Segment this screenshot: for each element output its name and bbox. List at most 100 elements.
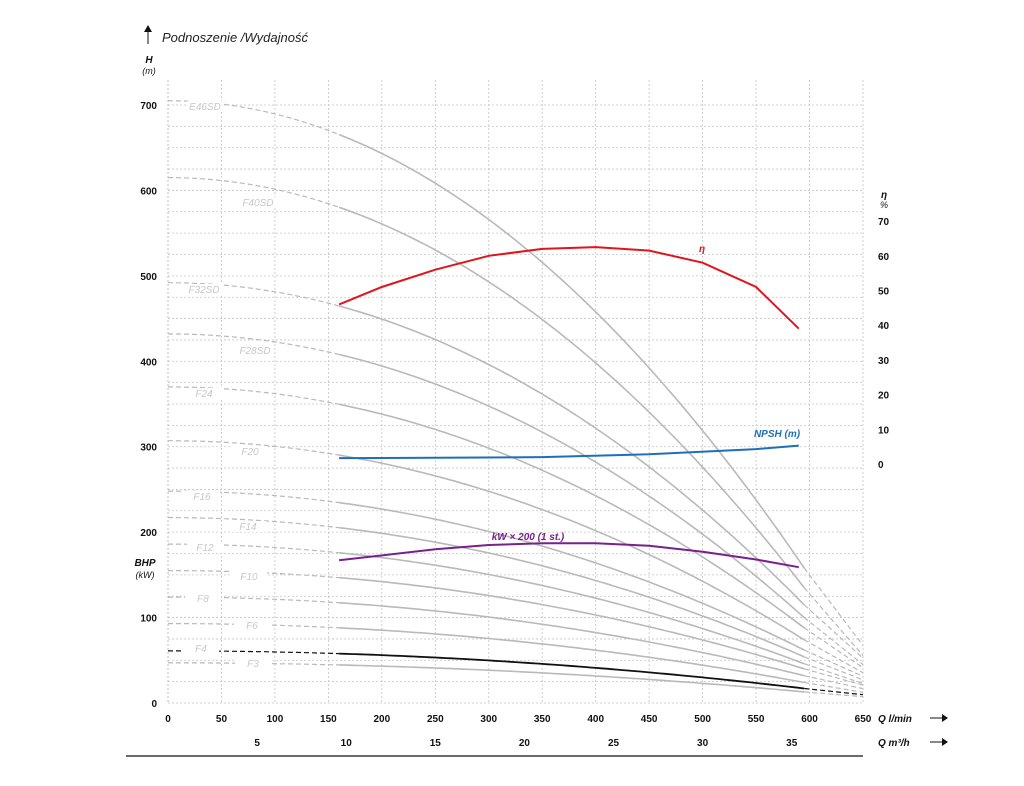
pump-curve-dashed-end [803, 587, 864, 656]
y-tick-label: 0 [151, 699, 157, 710]
pump-curve-label-bg [240, 197, 276, 208]
eta-tick-label: 50 [878, 287, 890, 298]
pump-curve-dashed-end [803, 656, 864, 681]
pump-curve-operating [338, 305, 805, 606]
pump-curve-label-bg [231, 571, 267, 582]
x-tick-label: 200 [374, 714, 391, 725]
x2-tick-label: 25 [608, 738, 620, 749]
pump-curve-operating [339, 627, 805, 684]
pump-curve-dashed-end [804, 691, 864, 698]
pump-curve-operating [338, 501, 805, 651]
x2-tick-label: 20 [519, 738, 531, 749]
characteristic-series: η NPSH (m) kW × 200 (1 st.) [338, 244, 801, 569]
pump-curve-operating [339, 652, 805, 690]
pump-curve-label: F3 [247, 659, 259, 670]
pump-curve-label: F6 [246, 621, 258, 632]
pump-curve-dashed-end [804, 663, 864, 685]
pump-curve-label-bg [232, 446, 268, 457]
y-tick-label: 400 [140, 357, 157, 368]
pump-curve-dashed-end [803, 627, 864, 669]
chart-title: Podnoszenie /Wydajność [162, 30, 308, 45]
y-tick-label: 100 [140, 614, 157, 625]
x-tick-label: 500 [694, 714, 711, 725]
power-curve [338, 542, 799, 569]
pump-curve-label-bg [234, 620, 270, 631]
y-axis-unit: (m) [142, 66, 156, 76]
pump-curve-dashed-start [168, 177, 340, 208]
y-tick-label: 500 [140, 272, 157, 283]
pump-curve-operating [338, 133, 805, 569]
x-tick-label: 100 [267, 714, 284, 725]
x2-axis-arrowhead-icon [942, 738, 948, 746]
eta-tick-label: 30 [878, 356, 890, 367]
y-tick-label: 200 [140, 528, 157, 539]
x-tick-label: 150 [320, 714, 337, 725]
eta-tick-label: 60 [878, 252, 890, 263]
pump-curve-dashed-start [167, 662, 340, 666]
pump-curve-dashed-start [168, 440, 340, 456]
x-axis-arrowhead-icon [942, 714, 948, 722]
pump-curve-dashed-end [804, 681, 864, 693]
pump-curve-dashed-end [804, 668, 864, 686]
x-tick-label: 600 [801, 714, 818, 725]
x-tick-label: 450 [641, 714, 658, 725]
x2-tick-label: 30 [697, 738, 709, 749]
pump-curve-operating [338, 403, 805, 629]
y-tick-label: 300 [140, 443, 157, 454]
x-tick-label: 650 [855, 714, 872, 725]
x2-tick-label: 10 [341, 738, 353, 749]
efficiency-label: η [699, 244, 705, 255]
eta-tick-label: 10 [878, 425, 890, 436]
pump-curve-operating [339, 602, 805, 677]
pump-curve-label-bg [183, 643, 219, 654]
pump-curve-label-bg [186, 388, 222, 399]
pump-curve-label: E46SD [189, 102, 221, 113]
pump-curve-label-bg [237, 345, 273, 356]
x2-tick-label: 15 [430, 738, 442, 749]
pump-curve-dashed-end [804, 687, 864, 696]
pump-curve-label: F10 [240, 572, 258, 583]
pump-curve-label-bg [185, 593, 221, 604]
pump-curve-dashed-end [803, 604, 864, 659]
pump-curve-label-bg [186, 284, 222, 295]
pump-curve-dashed-end [803, 649, 864, 677]
pump-curve-dashed-start [168, 623, 340, 629]
pump-curve-operating [339, 552, 805, 665]
pump-curve-label: F12 [196, 543, 214, 554]
pump-curve-dashed-start [168, 570, 340, 579]
pump-curve-operating [339, 526, 805, 658]
y-tick-label: 600 [140, 186, 157, 197]
y-axis-label: H [145, 55, 153, 66]
pump-curve-label: F16 [193, 492, 211, 503]
pump-curve-label: F28SD [239, 346, 270, 357]
pump-curve-label: F40SD [242, 198, 273, 209]
grid [167, 80, 864, 704]
x-tick-label: 350 [534, 714, 551, 725]
pump-curve-label: F8 [197, 594, 209, 605]
pump-curve-dashed-start [168, 386, 340, 405]
x2-tick-label: 5 [254, 738, 260, 749]
x-tick-label: 0 [165, 714, 171, 725]
title-arrowhead-icon [144, 25, 152, 32]
pump-curve-operating [338, 454, 805, 641]
pump-curve-dashed-start [168, 517, 340, 529]
x-tick-label: 300 [480, 714, 497, 725]
pump-curve-operating [339, 664, 805, 693]
axes: Podnoszenie /Wydajność H (m) BHP (kW) η … [126, 25, 948, 757]
pump-curve-label: F32SD [188, 285, 219, 296]
eta-axis-label: η [881, 190, 887, 201]
bhp-axis-label: BHP [134, 558, 155, 569]
pump-curve-dashed-end [804, 675, 864, 690]
pump-curve-dashed-start [167, 333, 340, 356]
eta-tick-label: 0 [878, 460, 884, 471]
pump-curve-label-bg [187, 101, 223, 112]
bhp-axis-unit: (kW) [136, 570, 155, 580]
pump-curve-dashed-end [803, 567, 864, 646]
eta-tick-label: 70 [878, 217, 890, 228]
x-tick-label: 50 [216, 714, 228, 725]
eta-tick-label: 20 [878, 391, 890, 402]
pump-curve-label: F24 [195, 389, 213, 400]
y-tick-label: 700 [140, 101, 157, 112]
x2-tick-label: 35 [786, 738, 798, 749]
